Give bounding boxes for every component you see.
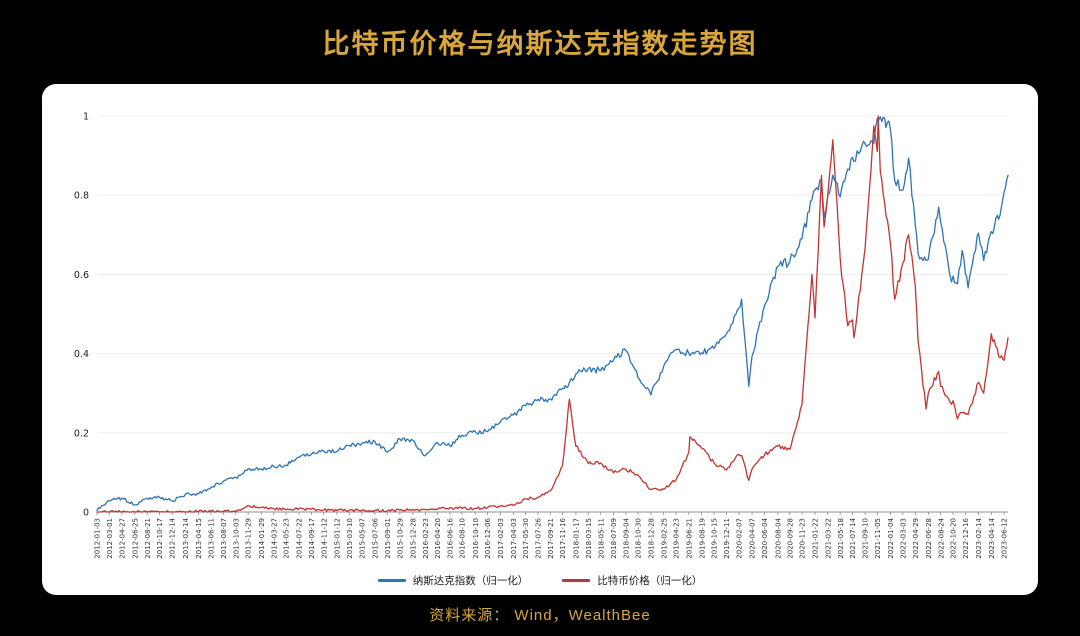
svg-text:2012-03-01: 2012-03-01 (106, 518, 114, 559)
svg-text:2022-03-03: 2022-03-03 (900, 518, 908, 559)
svg-text:2018-01-17: 2018-01-17 (573, 518, 581, 559)
svg-text:2023-06-12: 2023-06-12 (1001, 518, 1009, 559)
svg-text:2019-08-19: 2019-08-19 (698, 518, 706, 559)
svg-text:2015-05-07: 2015-05-07 (358, 518, 366, 559)
svg-text:2019-04-23: 2019-04-23 (673, 518, 681, 559)
svg-text:2019-02-25: 2019-02-25 (660, 518, 668, 559)
svg-text:2021-07-14: 2021-07-14 (849, 517, 857, 558)
svg-text:2015-10-29: 2015-10-29 (396, 518, 404, 559)
svg-text:2021-01-22: 2021-01-22 (812, 518, 820, 559)
bitcoin-line-swatch (562, 579, 591, 582)
svg-text:2023-04-14: 2023-04-14 (988, 517, 996, 558)
svg-text:2021-03-22: 2021-03-22 (824, 518, 832, 559)
svg-text:0: 0 (83, 508, 89, 519)
svg-text:1: 1 (83, 112, 89, 123)
svg-text:2016-06-16: 2016-06-16 (447, 517, 455, 558)
svg-text:2015-09-01: 2015-09-01 (384, 518, 392, 559)
svg-text:2012-01-03: 2012-01-03 (94, 518, 102, 559)
svg-text:2012-06-25: 2012-06-25 (131, 518, 139, 559)
chart-card: 0 0.2 0.4 0.6 0.8 1 2012-01-03 2012-03-01 2012-0… (42, 84, 1038, 595)
legend-label-nasdaq: 纳斯达克指数（归一化） (412, 575, 529, 587)
svg-text:2019-12-11: 2019-12-11 (723, 518, 731, 559)
svg-text:2013-10-03: 2013-10-03 (232, 518, 240, 559)
svg-text:2018-07-09: 2018-07-09 (610, 518, 618, 559)
svg-text:2016-04-20: 2016-04-20 (434, 518, 442, 559)
svg-text:2020-04-07: 2020-04-07 (749, 518, 757, 559)
nasdaq-line-swatch (377, 579, 406, 582)
svg-text:2020-02-07: 2020-02-07 (736, 518, 744, 559)
svg-text:2014-03-27: 2014-03-27 (270, 518, 278, 559)
svg-text:2020-06-04: 2020-06-04 (761, 517, 769, 558)
svg-text:2013-06-11: 2013-06-11 (208, 518, 216, 559)
svg-text:2013-02-14: 2013-02-14 (182, 517, 190, 558)
svg-text:2012-12-14: 2012-12-14 (169, 517, 177, 558)
svg-text:2014-11-12: 2014-11-12 (320, 518, 328, 559)
svg-text:2014-07-22: 2014-07-22 (296, 518, 304, 559)
svg-text:0.2: 0.2 (74, 428, 89, 439)
svg-text:2020-08-04: 2020-08-04 (774, 517, 782, 558)
svg-text:2012-10-17: 2012-10-17 (156, 518, 164, 559)
svg-text:2016-02-23: 2016-02-23 (422, 518, 430, 559)
svg-text:2017-09-21: 2017-09-21 (547, 518, 555, 559)
svg-text:2013-04-15: 2013-04-15 (195, 518, 203, 559)
svg-text:2019-06-21: 2019-06-21 (685, 518, 693, 559)
svg-text:2013-08-07: 2013-08-07 (220, 518, 228, 559)
legend-label-bitcoin: 比特币价格（归一化） (597, 575, 703, 587)
svg-text:2020-09-28: 2020-09-28 (786, 518, 794, 559)
svg-text:2016-12-06: 2016-12-06 (484, 517, 492, 558)
svg-text:2022-10-20: 2022-10-20 (950, 518, 958, 559)
svg-text:2018-03-15: 2018-03-15 (585, 518, 593, 559)
svg-text:2016-08-10: 2016-08-10 (459, 518, 467, 559)
svg-text:2015-01-12: 2015-01-12 (334, 518, 342, 559)
svg-text:2013-11-29: 2013-11-29 (245, 518, 253, 559)
svg-text:2018-05-11: 2018-05-11 (597, 518, 605, 559)
legend-item-bitcoin: 比特币价格（归一化） (562, 573, 702, 588)
svg-text:2017-04-03: 2017-04-03 (510, 518, 518, 559)
svg-text:2022-06-28: 2022-06-28 (925, 518, 933, 559)
svg-text:2021-11-05: 2021-11-05 (874, 518, 882, 559)
svg-text:2022-01-04: 2022-01-04 (887, 517, 895, 558)
trend-chart: 0 0.2 0.4 0.6 0.8 1 2012-01-03 2012-03-01 2012-0… (74, 112, 1009, 559)
svg-text:2015-12-28: 2015-12-28 (409, 518, 417, 559)
svg-text:2022-12-16: 2022-12-16 (962, 517, 970, 558)
svg-text:2021-09-10: 2021-09-10 (862, 518, 870, 559)
svg-text:2020-11-23: 2020-11-23 (799, 518, 807, 559)
svg-text:2018-10-30: 2018-10-30 (635, 518, 643, 559)
svg-text:2023-02-14: 2023-02-14 (975, 517, 983, 558)
svg-text:2014-09-17: 2014-09-17 (308, 518, 316, 559)
svg-text:2018-09-04: 2018-09-04 (622, 517, 630, 558)
svg-text:2015-03-10: 2015-03-10 (346, 518, 354, 559)
svg-text:2022-04-29: 2022-04-29 (912, 518, 920, 559)
svg-text:2017-02-03: 2017-02-03 (497, 518, 505, 559)
svg-text:2018-12-28: 2018-12-28 (647, 518, 655, 559)
svg-text:2012-08-21: 2012-08-21 (144, 518, 152, 559)
source-note: 资料来源： Wind，WealthBee (429, 607, 651, 624)
svg-text:2014-05-23: 2014-05-23 (283, 518, 291, 559)
svg-text:2017-11-16: 2017-11-16 (559, 517, 567, 558)
svg-text:0.8: 0.8 (74, 191, 89, 202)
svg-text:2021-05-18: 2021-05-18 (837, 518, 845, 559)
svg-text:2019-10-15: 2019-10-15 (711, 518, 719, 559)
svg-text:2015-07-06: 2015-07-06 (372, 517, 380, 558)
svg-text:2012-04-27: 2012-04-27 (119, 518, 127, 559)
page-title: 比特币价格与纳斯达克指数走势图 (322, 29, 758, 59)
svg-text:2022-08-24: 2022-08-24 (937, 517, 945, 558)
svg-text:2017-07-26: 2017-07-26 (535, 517, 543, 558)
svg-text:2016-10-10: 2016-10-10 (472, 518, 480, 559)
chart-legend: 纳斯达克指数（归一化） 比特币价格（归一化） (42, 573, 1038, 588)
svg-text:0.4: 0.4 (74, 349, 89, 360)
svg-text:2017-05-30: 2017-05-30 (522, 518, 530, 559)
svg-text:2014-01-29: 2014-01-29 (258, 518, 266, 559)
legend-item-nasdaq: 纳斯达克指数（归一化） (377, 573, 529, 588)
svg-text:0.6: 0.6 (74, 270, 89, 281)
